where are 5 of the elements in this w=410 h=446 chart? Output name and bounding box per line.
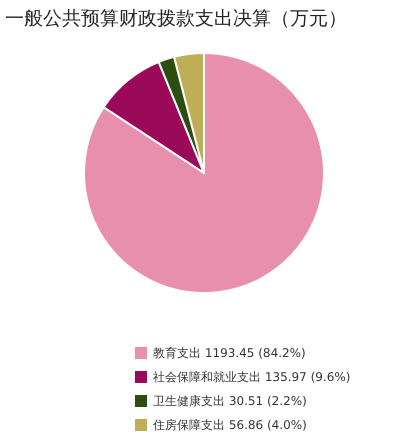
legend-label: 社会保障和就业支出 135.97 (9.6%): [153, 370, 350, 384]
legend-label: 住房保障支出 56.86 (4.0%): [152, 418, 307, 432]
legend-label: 教育支出 1193.45 (84.2%): [153, 346, 306, 360]
chart-title: 一般公共预算财政拨款支出决算（万元）: [5, 8, 347, 30]
legend-label: 卫生健康支出 30.51 (2.2%): [153, 394, 307, 408]
